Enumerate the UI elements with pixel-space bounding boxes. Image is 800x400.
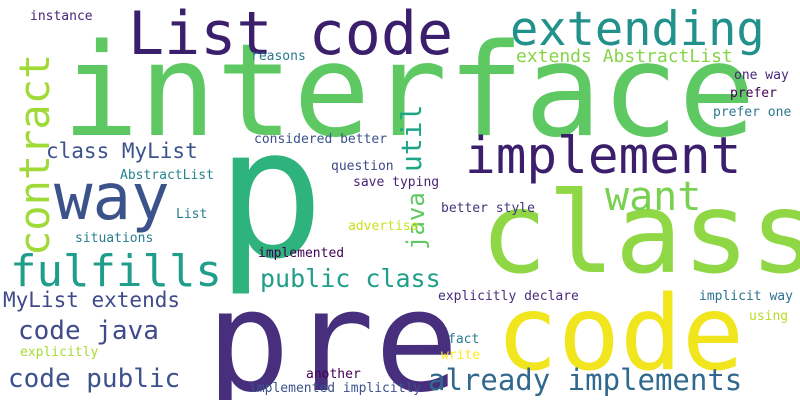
word-p: p <box>216 90 325 299</box>
word-one-way: one way <box>734 68 789 83</box>
word-code-public: code public <box>8 364 181 394</box>
word-public-class: public class <box>260 264 441 293</box>
word-save-typing: save typing <box>353 175 440 190</box>
word-list: List <box>176 207 208 222</box>
word-extending: extending <box>510 2 765 57</box>
word-prefer: prefer <box>730 86 777 101</box>
word-implemented: implemented <box>258 246 345 261</box>
word-code: code <box>496 274 745 394</box>
word-want: want <box>605 174 702 220</box>
word-class-mylist: class MyList <box>46 139 198 163</box>
word-question: question <box>331 159 394 174</box>
word-explicitly-declare: explicitly declare <box>438 289 579 304</box>
word-already-implements: already implements <box>428 363 743 397</box>
word-code-java: code java <box>18 316 159 346</box>
word-list-code: List code <box>128 0 454 69</box>
word-situations: situations <box>75 231 154 246</box>
word-class: class <box>480 169 800 299</box>
word-another: another <box>306 367 361 382</box>
word-considered-better: considered better <box>254 132 388 147</box>
word-implement: implement <box>465 127 742 186</box>
word-mylist-extends: MyList extends <box>3 288 181 312</box>
word-explicitly: explicitly <box>20 345 99 360</box>
word-interface: interface <box>62 17 756 166</box>
word-abstractlist: AbstractList <box>120 168 214 183</box>
word-prefer-one: prefer one <box>713 105 792 120</box>
word-pre: pre <box>206 261 459 400</box>
word-fact: fact <box>448 332 480 347</box>
word-implemented-implicitly: implemented implicitly <box>249 381 422 396</box>
word-way: way <box>54 161 170 235</box>
word-util: util <box>395 104 428 172</box>
word-fulfills: fulfills <box>10 246 222 297</box>
word-reasons: reasons <box>251 49 306 64</box>
word-using: using <box>749 309 789 324</box>
word-instance: instance <box>30 9 93 24</box>
word-better-style: better style <box>441 201 535 216</box>
word-implicit-way: implicit way <box>699 289 793 304</box>
word-advertise: advertise <box>348 219 419 234</box>
word-extends-abstractlist: extends AbstractList <box>516 46 733 67</box>
word-write: write <box>441 348 481 363</box>
